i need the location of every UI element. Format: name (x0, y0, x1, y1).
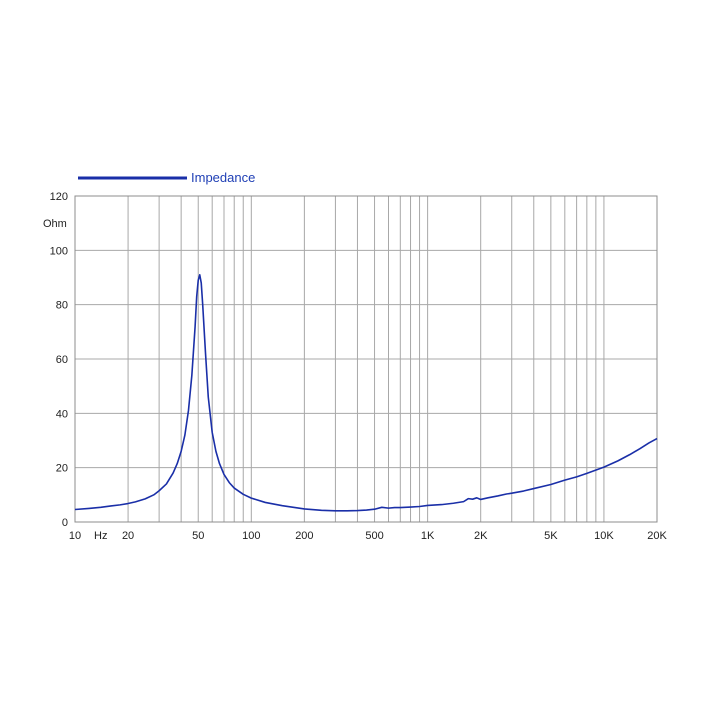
x-tick-label: 1K (421, 530, 435, 542)
x-tick-label: 10 (69, 530, 81, 542)
y-axis-unit-label: Ohm (43, 218, 67, 230)
y-tick-label: 100 (50, 245, 68, 257)
x-tick-label: 20 (122, 530, 134, 542)
x-tick-label: 100 (242, 530, 260, 542)
legend-label-impedance: Impedance (191, 170, 255, 185)
x-tick-label: 50 (192, 530, 204, 542)
horizontal-gridlines (75, 249, 657, 469)
plot-frame (74, 195, 658, 523)
x-tick-label: 200 (295, 530, 313, 542)
y-tick-label: 20 (56, 463, 68, 475)
x-tick-label: 5K (544, 530, 558, 542)
x-tick-label: 20K (647, 530, 667, 542)
x-axis-tick-labels: 10 20 50 100 200 500 1K 2K 5K 10K 20K (69, 530, 668, 542)
x-tick-label: 2K (474, 530, 488, 542)
y-axis-tick-labels: 0 20 40 60 80 100 120 (50, 191, 68, 529)
x-tick-label: 500 (365, 530, 383, 542)
legend: Impedance (78, 170, 255, 185)
y-tick-label: 0 (62, 517, 68, 529)
y-tick-label: 40 (56, 408, 68, 420)
y-tick-label: 120 (50, 191, 68, 203)
y-tick-label: 80 (56, 300, 68, 312)
x-tick-label: 10K (594, 530, 614, 542)
impedance-series-line (74, 273, 658, 512)
x-axis-unit-label: Hz (94, 530, 107, 542)
y-tick-label: 60 (56, 354, 68, 366)
